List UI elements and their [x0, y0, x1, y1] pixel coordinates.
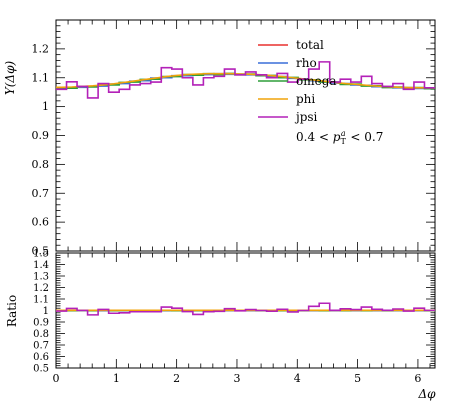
ratio-ytick-label: 1.1 [33, 295, 49, 306]
x-axis-label: Δφ [417, 387, 436, 401]
ratio-ytick-label: 1.3 [33, 272, 49, 283]
main-ytick-label: 0.6 [32, 216, 50, 229]
x-tick-label: 5 [354, 372, 361, 385]
ratio-ytick-label: 0.9 [33, 318, 49, 329]
ratio-series-jpsi [56, 302, 435, 316]
legend-label-omega: omega [296, 74, 337, 88]
ratio-panel: 0.50.60.70.80.911.11.21.31.41.50 1 2 3 4 5 6 [33, 249, 436, 385]
ratio-ytick-label: 0.5 [33, 364, 49, 375]
legend: total rho omega phi jpsi 0.4 < pTa < 0.7 [258, 38, 383, 146]
ratio-ytick-label: 1.5 [33, 249, 49, 260]
ratio-series-group [56, 302, 435, 316]
main-ylabel: Y(Δφ) [3, 61, 17, 96]
legend-label-rho: rho [296, 56, 317, 70]
x-tick-label: 2 [173, 372, 180, 385]
x-tick-label: 6 [414, 372, 421, 385]
legend-label-total: total [296, 38, 324, 52]
main-ytick-label: 0.8 [32, 158, 50, 171]
main-series-jpsi [56, 61, 435, 99]
x-tick-label: 1 [113, 372, 120, 385]
main-ytick-label: 0.5 [32, 245, 50, 258]
main-ytick-label: 1.2 [32, 42, 50, 55]
ratio-ylabel: Ratio [5, 295, 19, 327]
x-tick-label: 4 [294, 372, 301, 385]
main-series-group [56, 61, 435, 99]
ratio-ytick-label: 1.4 [33, 260, 49, 271]
ratio-ytick-label: 0.8 [33, 329, 49, 340]
ratio-ytick-label: 0.7 [33, 341, 49, 352]
main-panel: 0.5 0.6 0.7 0.8 0.9 1 1.1 1.2 [32, 19, 436, 258]
x-tick-label: 3 [233, 372, 240, 385]
ratio-ytick-label: 1 [43, 306, 49, 317]
ratio-ytick-label: 1.2 [33, 283, 49, 294]
main-y-axis-label: Y(Δφ) [3, 61, 17, 96]
ratio-ytick-label: 0.6 [33, 352, 49, 363]
main-ytick-label: 1.1 [32, 71, 50, 84]
legend-label-jpsi: jpsi [294, 110, 318, 124]
legend-label-phi: phi [296, 92, 315, 106]
legend-annotation: 0.4 < pTa < 0.7 [296, 129, 383, 146]
main-ytick-label: 1 [42, 100, 49, 113]
main-ytick-label: 0.7 [32, 187, 50, 200]
ratio-y-axis-label: Ratio [5, 295, 19, 327]
x-tick-label: 0 [53, 372, 60, 385]
main-ytick-label: 0.9 [32, 129, 50, 142]
